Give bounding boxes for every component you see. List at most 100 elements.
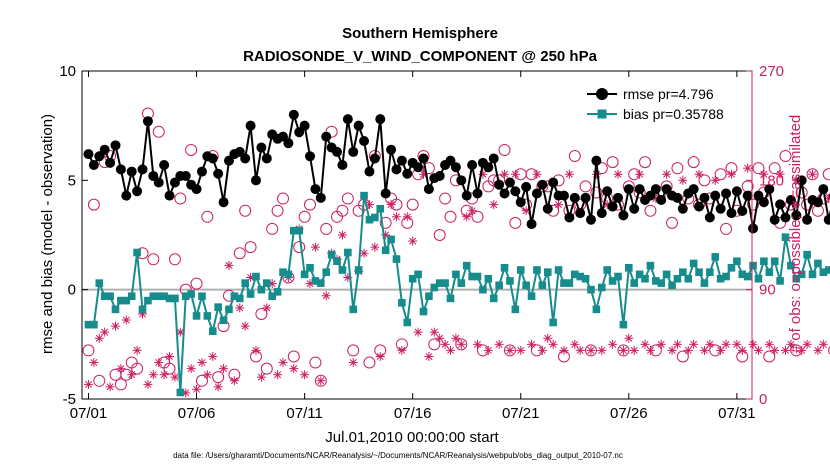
bias-point [522,281,530,290]
bias-point [306,264,314,272]
obs-possible-point [617,344,630,357]
asterisk-stroke [598,346,606,354]
asterisk-stroke [744,164,752,172]
bias-point [689,259,698,268]
obs-possible-point [163,362,176,375]
bias-point [619,320,628,329]
bias-point [403,318,412,327]
obs-assimilated-point [456,339,466,349]
rmse-point [299,120,310,131]
asterisk-stroke [673,340,681,348]
obs-assimilated-point [273,370,283,380]
obs-assimilated-point [624,333,634,343]
chart-subtitle: RADIOSONDE_V_WIND_COMPONENT @ 250 hPa [243,48,598,65]
bias-point [117,296,125,305]
asterisk-stroke [490,201,498,209]
asterisk-stroke [166,352,174,360]
asterisk-stroke [819,340,827,348]
bias-point [257,285,266,294]
rmse-point [569,192,580,203]
bias-point [565,279,574,287]
bias-point [506,277,514,285]
rmse-point [699,192,710,203]
bias-point [171,294,179,303]
obs-possible-point [568,150,581,163]
obs-possible-point [341,192,354,205]
bias-point [662,270,671,279]
bias-point [581,274,590,283]
bias-point [241,279,249,287]
asterisk-stroke [727,170,735,178]
asterisk-stroke [700,346,708,354]
bias-point [457,279,466,287]
obs-assimilated-point [83,379,93,389]
legend-label-bias: bias pr=0.35788 [623,106,724,122]
rmse-point [656,195,667,206]
rmse-point [105,157,116,168]
rmse-point [742,190,753,201]
rmse-point [780,212,791,223]
obs-possible-point [828,346,830,355]
asterisk-stroke [322,292,330,300]
bias-point [290,226,298,235]
asterisk-stroke [241,322,249,330]
obs-possible-point [255,307,268,320]
bias-point [733,257,741,266]
bias-point [792,274,801,283]
rmse-point [558,190,569,201]
obs-assimilated-point [170,372,180,382]
bias-point [819,268,828,276]
obs-assimilated-point [262,303,272,313]
rmse-point [196,166,207,177]
obs-assimilated-point [121,315,131,325]
obs-assimilated-point [143,379,153,389]
obs-assimilated-point [770,345,780,355]
asterisk-stroke [776,170,784,178]
rmse-point [153,177,164,188]
obs-assimilated-point [726,169,736,179]
obs-possible-point [314,374,327,387]
asterisk-stroke [133,346,141,354]
y-tick-label: -5 [63,391,76,408]
asterisk-stroke [484,346,492,354]
asterisk-stroke [506,346,514,354]
obs-possible-point [676,350,689,363]
bias-point [760,257,768,266]
asterisk-stroke [90,359,98,367]
asterisk-stroke [609,340,617,348]
asterisk-stroke [101,328,109,336]
asterisk-stroke [517,346,525,354]
obs-possible-point [320,222,333,235]
obs-possible-point [271,204,284,217]
bias-point [138,305,147,314]
rmse-point [191,184,202,195]
asterisk-stroke [187,365,195,373]
rmse-point [629,203,640,214]
asterisk-stroke [122,316,130,324]
rmse-point [240,153,251,164]
x-tick-label: 07/01 [70,405,108,422]
bias-point [495,281,503,290]
obs-assimilated-point [316,376,326,386]
obs-assimilated-point [537,345,547,355]
bias-point [219,316,228,325]
asterisk-stroke [371,243,379,251]
bias-point [738,270,747,279]
rmse-point [434,170,445,181]
asterisk-stroke [630,346,638,354]
obs-assimilated-point [127,370,137,380]
asterisk-stroke [760,170,768,178]
obs-assimilated-point [397,345,407,355]
y-tick-label: 10 [59,63,76,80]
obs-assimilated-point [229,376,239,386]
obs-assimilated-point [753,345,763,355]
rmse-point [596,208,607,219]
obs-possible-point [714,168,727,181]
y2-tick-label: 90 [759,282,776,299]
bias-point [776,277,784,285]
rmse-point [245,120,256,131]
rmse-point [672,192,683,203]
obs-assimilated-point [808,169,818,179]
obs-assimilated-point [516,345,526,355]
bias-point [814,259,822,268]
